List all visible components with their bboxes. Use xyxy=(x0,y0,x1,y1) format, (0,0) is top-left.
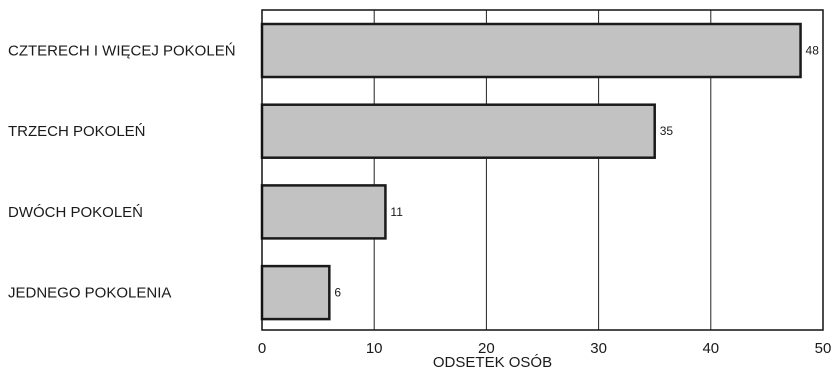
category-label-0: CZTERECH I WIĘCEJ POKOLEŃ xyxy=(8,43,236,60)
data-label-3: 6 xyxy=(334,286,341,300)
bar-0 xyxy=(260,22,802,79)
x-tick-label-0: 0 xyxy=(258,340,266,357)
data-label-2: 11 xyxy=(390,205,403,219)
category-label-3: JEDNEGO POKOLENIA xyxy=(8,285,171,302)
data-label-0: 48 xyxy=(806,44,820,58)
category-label-1: TRZECH POKOLEŃ xyxy=(8,123,146,140)
x-tick-label-30: 30 xyxy=(590,340,607,357)
x-tick-label-20: 20 xyxy=(478,340,495,357)
data-label-1: 35 xyxy=(660,124,674,138)
bar-3 xyxy=(260,264,331,321)
x-tick-label-50: 50 xyxy=(815,340,832,357)
x-tick-label-10: 10 xyxy=(366,340,383,357)
x-tick-label-40: 40 xyxy=(702,340,719,357)
bar-1 xyxy=(260,103,656,159)
bar-layer xyxy=(260,22,802,321)
bar-2 xyxy=(260,184,387,240)
plot-area-frame xyxy=(261,9,824,331)
category-label-2: DWÓCH POKOLEŃ xyxy=(8,204,143,221)
label-layer: 0 10 20 30 40 50 CZTERECH I WIĘCEJ POKOLEŃ 48 TR… xyxy=(8,43,831,358)
x-axis-title: ODSETEK OSÓB xyxy=(433,354,552,371)
